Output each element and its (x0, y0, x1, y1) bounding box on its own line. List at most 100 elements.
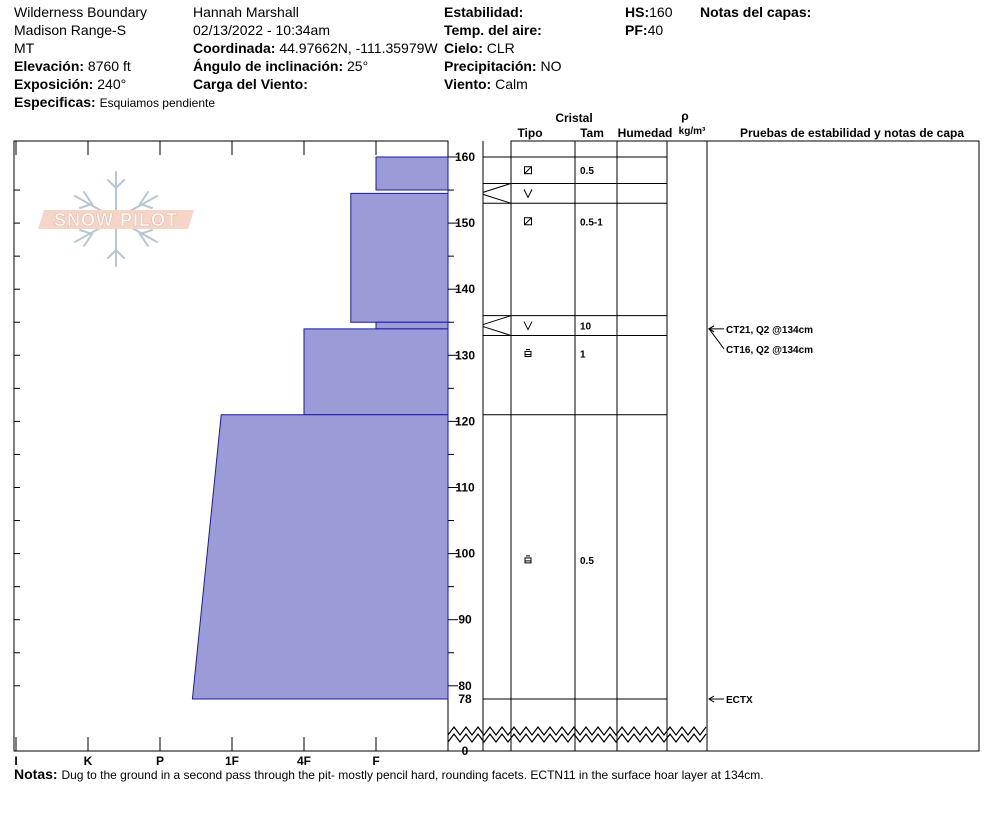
pf-value: 40 (647, 22, 664, 38)
snowpilot-logo: SNOW PILOT (38, 171, 194, 267)
hardness-label: 1F (225, 754, 239, 768)
stability-tests: CT21, Q2 @134cm CT16, Q2 @134cm ECTX (708, 325, 813, 706)
notes-text: Dug to the ground in a second pass throu… (61, 768, 764, 782)
stability-label: Estabilidad: (444, 4, 524, 20)
size-header: Tam (580, 126, 604, 140)
test-label: CT21, Q2 @134cm (726, 325, 813, 336)
height-label: 100 (455, 547, 475, 561)
height-label: 150 (455, 216, 475, 230)
wind-loading: Carga del Viento: (193, 75, 308, 93)
arrow-icon (708, 325, 715, 333)
range: Madison Range-S (14, 22, 127, 38)
rounding-facet-icon (524, 348, 532, 357)
density-symbol: ρ (681, 109, 688, 123)
specifics-value: Esquiamos pendiente (99, 96, 216, 110)
height-label: 78 (458, 692, 472, 706)
hardness-axis: I K P 1F 4F F (14, 141, 380, 768)
hs-label: HS: (625, 4, 650, 20)
rounding-facet-icon (524, 555, 532, 564)
height-label: 90 (458, 613, 472, 627)
wind-value: Calm (495, 76, 528, 92)
notes-label: Notas: (14, 766, 58, 782)
hardness-label: P (156, 754, 164, 768)
stability-test: CT16, Q2 @134cm (708, 325, 813, 356)
notes: Notas: Dug to the ground in a second pas… (14, 766, 764, 782)
sky: Cielo: CLR (444, 39, 515, 57)
height-label: 130 (455, 348, 475, 362)
coord-value: 44.97662N, -111.35979W (279, 40, 438, 56)
hardness-bar (375, 156, 449, 191)
slope-label: Ángulo de inclinación: (193, 58, 344, 74)
precip-label: Precipitación: (444, 58, 537, 74)
slope-value: 25° (347, 58, 369, 74)
layer-size: 0.5 (580, 556, 594, 567)
hs-value: 160 (649, 4, 673, 20)
height-label: 80 (458, 679, 472, 693)
axis-break (447, 726, 707, 752)
arrow-icon (708, 695, 715, 703)
test-label: CT16, Q2 @134cm (726, 345, 813, 356)
coord-label: Coordinada: (193, 40, 276, 56)
aspect: Exposición: 240° (14, 75, 126, 93)
hardness-label: 4F (297, 754, 311, 768)
logo-banner (38, 210, 194, 229)
height-label: 140 (455, 282, 475, 296)
thin-layer-connector (482, 315, 512, 326)
sky-value: CLR (486, 40, 515, 56)
layer-size: 10 (580, 322, 592, 333)
air-temp: Temp. del aire: (444, 21, 542, 39)
layer-size: 0.5-1 (580, 217, 603, 228)
stability-test: ECTX (708, 695, 753, 706)
hardness-bar (350, 192, 449, 323)
layer-size: 1 (580, 349, 586, 360)
hardness-profile (191, 156, 449, 700)
wind: Viento: Calm (444, 75, 528, 93)
layer-rows: 0.5 0.5-1 10 1 0.5 (482, 156, 667, 700)
hardness-bar (303, 328, 449, 416)
tests-header: Pruebas de estabilidad y notas de capa (740, 126, 964, 140)
aspect-value: 240° (97, 76, 127, 92)
datetime: 02/13/2022 - 10:34am (193, 22, 330, 38)
height-label: 160 (455, 150, 475, 164)
layer-notes-heading: Notas del capas: (700, 4, 812, 20)
coordinates: Coordinada: 44.97662N, -111.35979W (193, 39, 438, 57)
stability-test: CT21, Q2 @134cm (708, 325, 813, 336)
precipitation: Precipitación: NO (444, 57, 561, 75)
pf-label: PF: (625, 22, 648, 38)
precip-value: NO (540, 58, 562, 74)
layer-table-frame (510, 140, 708, 752)
density-unit: kg/m³ (679, 126, 706, 137)
test-label: ECTX (726, 695, 753, 706)
hardness-label: F (372, 754, 379, 768)
tests-panel (706, 140, 980, 752)
elevation-value: 8760 ft (87, 58, 131, 74)
wind-label: Viento: (444, 76, 492, 92)
hardness-label: I (14, 754, 17, 768)
slope-angle: Ángulo de inclinación: 25° (193, 57, 368, 75)
observer: Hannah Marshall (193, 4, 299, 20)
state: MT (14, 40, 35, 56)
snow-height: HS:160 (625, 3, 672, 21)
elevation: Elevación: 8760 ft (14, 57, 131, 75)
height-label: 120 (455, 414, 475, 428)
decomposing-icon (524, 166, 532, 175)
aspect-label: Exposición: (14, 76, 94, 92)
wind-load-label: Carga del Viento: (193, 76, 308, 92)
surface-hoar-icon (523, 321, 533, 331)
logo-text: SNOW PILOT (54, 210, 178, 230)
height-label: 110 (455, 481, 475, 495)
pit-depth: PF:40 (625, 21, 663, 39)
layer-table: 0.5 0.5-1 10 1 0.5 (482, 140, 708, 752)
air-temp-label: Temp. del aire: (444, 22, 542, 38)
thin-layer-connector (482, 182, 512, 193)
location: Wilderness Boundary (14, 4, 148, 20)
elevation-label: Elevación: (14, 58, 85, 74)
type-header: Tipo (517, 126, 542, 140)
surface-hoar-icon (523, 189, 533, 199)
crystal-header: Cristal (555, 111, 592, 125)
hardness-label: K (84, 754, 93, 768)
moisture-header: Humedad (618, 126, 673, 140)
hardness-bar (191, 414, 449, 700)
